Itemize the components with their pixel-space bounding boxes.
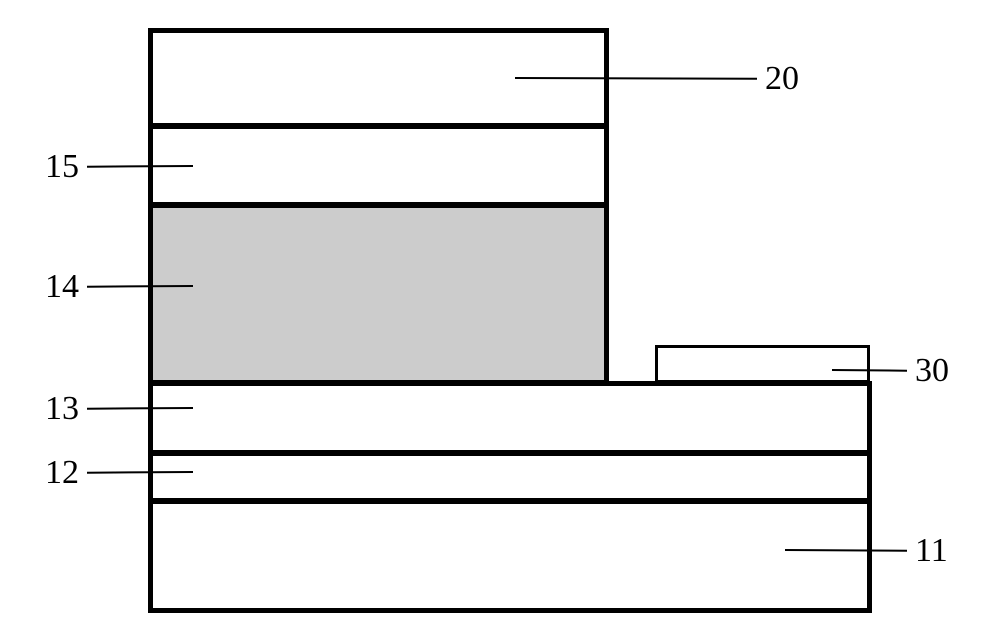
label-11: 11 bbox=[915, 532, 948, 570]
layer-13 bbox=[150, 383, 870, 453]
label-30: 30 bbox=[915, 352, 949, 390]
layer-12 bbox=[150, 453, 870, 501]
label-13: 13 bbox=[45, 390, 79, 428]
layer-15 bbox=[150, 126, 607, 205]
label-20: 20 bbox=[765, 60, 799, 98]
layer-14 bbox=[150, 205, 607, 383]
label-12: 12 bbox=[45, 454, 79, 492]
layer-11 bbox=[150, 501, 870, 611]
diagram-canvas: 20 15 14 13 12 30 11 bbox=[0, 0, 1000, 627]
layer-30 bbox=[655, 345, 870, 383]
label-15: 15 bbox=[45, 148, 79, 186]
label-14: 14 bbox=[45, 268, 79, 306]
layer-20 bbox=[150, 30, 607, 126]
